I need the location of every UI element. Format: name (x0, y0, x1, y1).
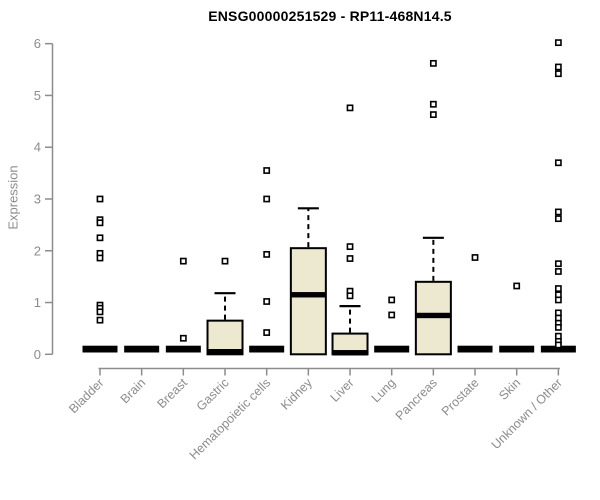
x-tick-label: Bladder (66, 376, 106, 416)
y-tick-label: 2 (34, 243, 41, 258)
outlier-point (554, 159, 562, 167)
x-tick-label: Gastric (194, 376, 232, 414)
y-tick-label: 3 (34, 191, 41, 206)
outlier-point (96, 308, 104, 316)
outlier-point (346, 255, 354, 262)
outlier-point (179, 257, 187, 265)
y-tick-label: 1 (34, 295, 41, 310)
x-tick-label: Brain (118, 376, 149, 407)
outlier-point (554, 70, 562, 78)
collapsed-box (457, 345, 493, 353)
x-tick-label: Skin (496, 376, 523, 403)
median-line (415, 312, 451, 319)
collapsed-box (374, 345, 410, 353)
x-tick-label: Kidney (278, 375, 315, 412)
chart-title: ENSG00000251529 - RP11-468N14.5 (208, 8, 452, 24)
y-tick-label: 4 (34, 140, 41, 155)
outlier-point (263, 167, 271, 174)
outlier-point (263, 298, 271, 305)
outlier-point (346, 104, 354, 112)
outlier-point (554, 285, 562, 292)
y-tick-label: 5 (34, 88, 41, 103)
outlier-point (388, 296, 396, 304)
outlier-point (263, 250, 271, 258)
collapsed-box (82, 345, 118, 353)
x-tick-label: Lung (369, 376, 399, 406)
outlier-point (96, 254, 104, 262)
outlier-point (554, 323, 562, 331)
median-line (290, 292, 326, 298)
outlier-point (554, 268, 562, 275)
collapsed-box (165, 345, 201, 353)
outlier-point (96, 234, 104, 242)
outlier-point (263, 195, 271, 203)
outlier-point (554, 215, 562, 223)
box (206, 319, 244, 356)
collapsed-box (124, 345, 160, 353)
x-tick-label: Pancreas (393, 376, 440, 423)
x-tick-label: Unknown / Other (489, 376, 565, 452)
x-tick-label: Prostate (439, 376, 482, 419)
outlier-point (554, 63, 562, 71)
median-line (332, 350, 368, 356)
outlier-point (388, 311, 396, 319)
collapsed-box (499, 345, 535, 353)
y-tick-label: 0 (34, 347, 41, 362)
outlier-point (96, 195, 104, 203)
outlier-point (513, 282, 521, 290)
outlier-point (429, 59, 437, 67)
outlier-point (554, 39, 562, 47)
outlier-point (429, 111, 437, 119)
outlier-point (471, 254, 479, 261)
outlier-point (554, 208, 562, 216)
outlier-point (221, 257, 229, 265)
outlier-point (346, 292, 354, 300)
x-tick-label: Breast (155, 375, 191, 411)
collapsed-box (249, 345, 285, 353)
x-tick-label: Liver (328, 376, 357, 405)
box (289, 247, 327, 356)
outlier-point (96, 316, 104, 324)
x-tick-label: Hematopoietic cells (187, 376, 274, 463)
collapsed-box (540, 345, 576, 353)
outlier-point (554, 341, 562, 349)
outlier-point (554, 296, 562, 304)
y-tick-label: 6 (34, 36, 41, 51)
median-line (207, 349, 243, 355)
outlier-point (346, 243, 354, 251)
outlier-point (554, 260, 562, 268)
outlier-point (179, 334, 187, 342)
outlier-point (263, 329, 271, 336)
outlier-point (96, 219, 104, 227)
outlier-point (429, 100, 437, 108)
